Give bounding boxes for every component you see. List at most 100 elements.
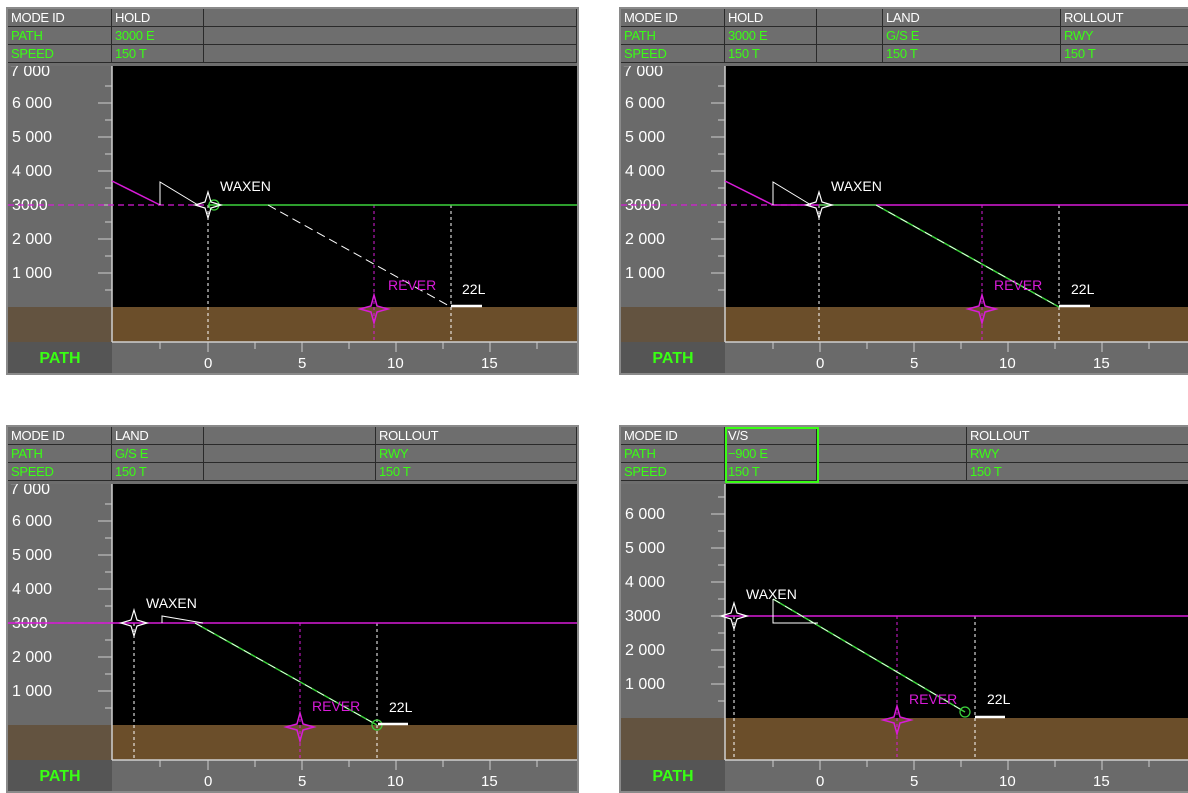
fix-star-icon: [357, 292, 391, 326]
y-tick: 5 000: [625, 129, 665, 146]
y-tick: 2 000: [625, 642, 665, 659]
mode-cell[interactable]: HOLD: [725, 9, 817, 27]
y-tick: 2 000: [12, 231, 52, 248]
altitude-scale: [621, 484, 725, 760]
runway-label: 22L: [389, 699, 413, 715]
x-tick: 0: [816, 355, 824, 372]
mode-cell[interactable]: [819, 427, 967, 445]
x-tick: 5: [298, 355, 306, 372]
row-label-mode-id: MODE ID: [8, 9, 112, 27]
vsd-panel-1: 7 000 6 000 5 000 4 000 3000 2 000 1 000…: [6, 7, 579, 375]
waypoint-star-icon: [718, 600, 750, 632]
path-cell[interactable]: [819, 445, 967, 463]
mode-cell[interactable]: LAND: [112, 427, 204, 445]
view-mode-label[interactable]: PATH: [8, 342, 112, 373]
speed-cell[interactable]: 150 T: [112, 463, 204, 481]
speed-cell[interactable]: 150 T: [376, 463, 577, 481]
altitude-scale: [8, 484, 112, 760]
runway-label: 22L: [987, 691, 1011, 707]
mode-cell[interactable]: [817, 9, 883, 27]
y-tick: 1 000: [12, 265, 52, 282]
y-tick: 5 000: [12, 547, 52, 564]
fix-label: REVER: [909, 691, 957, 707]
profile-plot: 6 000 5 000 4 000 3000 2 000 1 000 0 5 1…: [621, 484, 1188, 791]
mode-cell[interactable]: LAND: [883, 9, 1061, 27]
speed-cell[interactable]: [817, 45, 883, 63]
vsd-panel-4: 6 000 5 000 4 000 3000 2 000 1 000 0 5 1…: [619, 425, 1188, 793]
y-tick: 4 000: [12, 163, 52, 180]
speed-cell[interactable]: 150 T: [1061, 45, 1188, 63]
waypoint-star-icon: [803, 189, 835, 221]
speed-cell[interactable]: 150 T: [725, 463, 817, 481]
x-tick: 5: [910, 773, 918, 790]
fix-star-icon: [880, 703, 914, 737]
y-tick: 1 000: [12, 683, 52, 700]
mode-cell[interactable]: [204, 9, 577, 27]
mode-cell[interactable]: V/S: [725, 427, 817, 445]
vsd-panel-2: 7 000 6 000 5 000 4 000 3000 2 000 1 000…: [619, 7, 1188, 375]
mode-header: MODE ID PATH SPEED LAND G/S E 150 T ROLL…: [8, 427, 577, 484]
y-tick: 6 000: [625, 506, 665, 523]
row-label-speed: SPEED: [621, 45, 725, 63]
speed-cell[interactable]: 150 T: [112, 45, 204, 63]
waypoint-label: WAXEN: [831, 178, 882, 194]
mode-cell[interactable]: ROLLOUT: [1061, 9, 1188, 27]
waypoint-label: WAXEN: [746, 586, 797, 602]
fix-label: REVER: [994, 277, 1042, 293]
profile-plot: 7 000 6 000 5 000 4 000 3000 2 000 1 000…: [8, 63, 577, 373]
row-label-path: PATH: [621, 445, 725, 463]
y-tick: 4 000: [12, 581, 52, 598]
row-label-mode-id: MODE ID: [8, 427, 112, 445]
x-tick: 0: [204, 355, 212, 372]
speed-cell[interactable]: [204, 45, 577, 63]
x-tick: 15: [1093, 355, 1110, 372]
y-tick: 5 000: [12, 129, 52, 146]
path-cell[interactable]: RWY: [1061, 27, 1188, 45]
distance-scale: [112, 760, 577, 791]
y-tick-top: 7 000: [10, 481, 50, 498]
x-tick: 15: [481, 355, 498, 372]
row-label-path: PATH: [8, 445, 112, 463]
y-tick: 2 000: [625, 231, 665, 248]
speed-cell[interactable]: [204, 463, 376, 481]
speed-cell[interactable]: 150 T: [883, 45, 1061, 63]
y-tick: 1 000: [625, 676, 665, 693]
path-cell[interactable]: 3000 E: [112, 27, 204, 45]
y-tick: 6 000: [12, 95, 52, 112]
mode-cell[interactable]: ROLLOUT: [376, 427, 577, 445]
path-cell[interactable]: G/S E: [112, 445, 204, 463]
view-mode-label[interactable]: PATH: [621, 342, 725, 373]
y-tick-top: 7 000: [623, 63, 663, 80]
profile-plot: 7 000 6 000 5 000 4 000 3000 2 000 1 000…: [621, 63, 1188, 373]
y-tick: 6 000: [625, 95, 665, 112]
mode-cell[interactable]: ROLLOUT: [967, 427, 1188, 445]
path-cell[interactable]: RWY: [376, 445, 577, 463]
vsd-panel-3: 7 000 6 000 5 000 4 000 3000 2 000 1 000…: [6, 425, 579, 793]
row-label-path: PATH: [8, 27, 112, 45]
path-cell[interactable]: [204, 445, 376, 463]
speed-cell[interactable]: 150 T: [725, 45, 817, 63]
path-cell[interactable]: 3000 E: [725, 27, 817, 45]
altitude-scale: [621, 66, 725, 342]
mode-cell[interactable]: HOLD: [112, 9, 204, 27]
path-cell[interactable]: −900 E: [725, 445, 817, 463]
path-cell[interactable]: RWY: [967, 445, 1188, 463]
mode-header: MODE ID PATH SPEED V/S −900 E 150 T ROLL…: [621, 427, 1188, 484]
path-cell[interactable]: [204, 27, 577, 45]
fix-star-icon: [965, 292, 999, 326]
path-cell[interactable]: [817, 27, 883, 45]
x-tick: 15: [481, 773, 498, 790]
view-mode-label[interactable]: PATH: [8, 760, 112, 791]
mode-header: MODE ID PATH SPEED HOLD 3000 E 150 T: [8, 9, 577, 66]
row-label-speed: SPEED: [621, 463, 725, 481]
x-tick: 10: [387, 355, 404, 372]
runway-label: 22L: [1071, 281, 1095, 297]
speed-cell[interactable]: 150 T: [967, 463, 1188, 481]
mode-header: MODE ID PATH SPEED HOLD 3000 E 150 T LAN…: [621, 9, 1188, 66]
view-mode-label[interactable]: PATH: [621, 760, 725, 791]
path-cell[interactable]: G/S E: [883, 27, 1061, 45]
speed-cell[interactable]: [819, 463, 967, 481]
row-label-speed: SPEED: [8, 45, 112, 63]
mode-cell[interactable]: [204, 427, 376, 445]
y-tick-top: 7 000: [10, 63, 50, 80]
